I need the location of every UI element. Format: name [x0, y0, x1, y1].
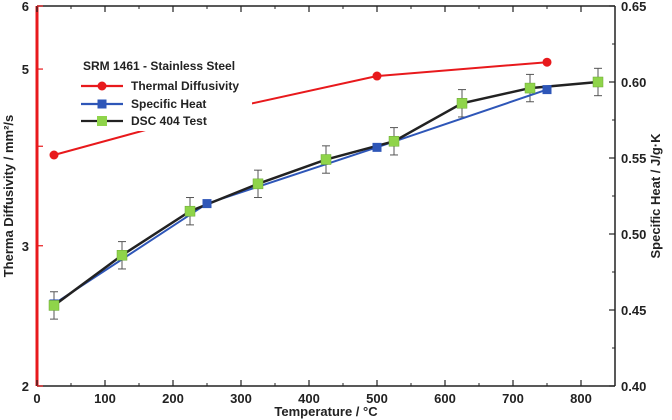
- x-axis: 0 100 200 300 400 500 600 700 800: [33, 6, 592, 406]
- x-tick-label: 200: [162, 391, 184, 406]
- legend-marker-square: [97, 99, 107, 109]
- right-y-tick-label: 0.60: [621, 75, 646, 90]
- x-tick-label: 500: [366, 391, 388, 406]
- dsc-point: [320, 154, 332, 165]
- dsc-point: [184, 205, 196, 217]
- left-y-axis-label: Therma Diffusivity / mm²/s: [1, 115, 16, 278]
- legend-title: SRM 1461 - Stainless Steel: [83, 59, 235, 73]
- x-tick-label: 600: [434, 391, 456, 406]
- thermal-diffusivity-point: [372, 71, 382, 81]
- specific-heat-point: [372, 142, 382, 152]
- x-tick-label: 700: [502, 391, 524, 406]
- thermal-diffusivity-point: [542, 57, 552, 67]
- right-y-tick-label: 0.45: [621, 303, 646, 318]
- dsc-point: [388, 136, 400, 147]
- right-y-tick-label: 0.65: [621, 0, 646, 14]
- x-tick-label: 0: [33, 391, 40, 406]
- thermal-diffusivity-line: [53, 61, 548, 156]
- left-y-tick-label: 3: [22, 239, 29, 254]
- right-y-axis-label: Specific Heat / J/g·K: [648, 133, 663, 259]
- right-y-axis: 0.40 0.45 0.50 0.55 0.60 0.65: [609, 0, 646, 394]
- x-tick-label: 800: [570, 391, 592, 406]
- legend: SRM 1461 - Stainless Steel Thermal Diffus…: [75, 57, 252, 131]
- legend-marker-square-green: [97, 116, 107, 126]
- left-y-tick-label: 5: [22, 62, 29, 77]
- x-tick-label: 100: [94, 391, 116, 406]
- left-y-tick-label: 6: [22, 0, 29, 14]
- dsc-point: [252, 178, 264, 190]
- left-y-tick-label: 2: [22, 379, 29, 394]
- thermal-diffusivity-point: [49, 150, 59, 160]
- dsc-point: [524, 82, 536, 94]
- specific-heat-point: [202, 199, 212, 209]
- dsc-point: [116, 250, 128, 261]
- legend-entry: DSC 404 Test: [131, 114, 207, 128]
- legend-marker-circle: [97, 81, 107, 91]
- left-y-axis: 2 3 5 6: [22, 0, 43, 394]
- dsc-point: [592, 76, 604, 88]
- x-axis-label: Temperature / °C: [274, 404, 378, 419]
- right-y-tick-label: 0.50: [621, 227, 646, 242]
- dsc-point: [456, 98, 468, 109]
- series-layer: [48, 57, 604, 320]
- legend-entry: Specific Heat: [131, 97, 206, 111]
- x-tick-label: 400: [298, 391, 320, 406]
- x-tick-label: 300: [230, 391, 252, 406]
- specific-heat-line: [53, 88, 548, 305]
- legend-entry: Thermal Diffusivity: [131, 79, 239, 93]
- right-y-tick-label: 0.55: [621, 151, 646, 166]
- dsc-point: [48, 300, 60, 311]
- specific-heat-point: [542, 85, 552, 95]
- right-y-tick-label: 0.40: [621, 379, 646, 394]
